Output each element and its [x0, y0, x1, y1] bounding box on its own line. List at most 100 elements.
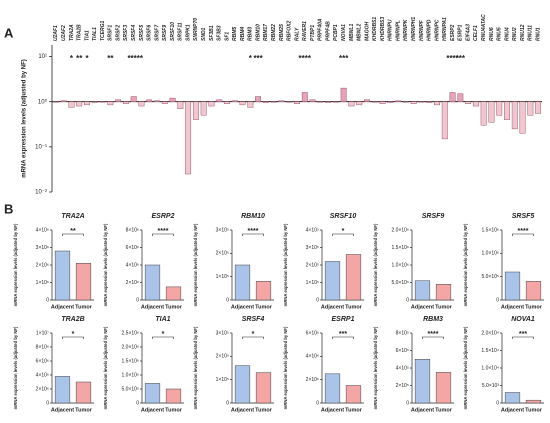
y-tick-label: 2.0×10⁴ — [481, 330, 499, 336]
y-tick-label: 4×10⁵ — [396, 365, 409, 371]
bar — [371, 101, 378, 103]
x-tick-label: RBM25 — [279, 24, 285, 41]
bar — [348, 101, 355, 107]
chart-title: ESRP1 — [332, 316, 355, 323]
bar — [91, 101, 98, 103]
y-tick-label: 0 — [316, 297, 319, 303]
significance: * — [72, 331, 75, 338]
significance-bracket — [422, 336, 444, 339]
bar — [434, 101, 440, 106]
y-tick-label: 3×10⁶ — [36, 245, 49, 251]
x-tick-label: PRPF4B — [325, 21, 331, 41]
x-tick-label: RNU4 — [504, 27, 510, 41]
significance: **** — [127, 54, 140, 63]
y-tick-label: 2.0×10⁶ — [392, 227, 410, 233]
significance-bracket — [242, 336, 264, 339]
y-tick-label: 1.0×10⁴ — [481, 365, 499, 371]
bar — [511, 101, 518, 130]
bar — [504, 101, 510, 120]
y-tick-label: 6×10⁶ — [36, 358, 49, 364]
significance: *** — [456, 54, 466, 63]
bar — [345, 385, 362, 404]
y-tick-label: 1.5×10⁶ — [122, 358, 140, 364]
x-tick-label: TRA2B — [77, 24, 83, 41]
x-tick-label: HNRNPH1 — [411, 17, 417, 41]
y-tick-label: 8×10⁶ — [126, 227, 139, 233]
x-tick-label: RBFOX2 — [287, 21, 293, 42]
y-tick-label: 1×10⁵ — [216, 274, 229, 280]
significance-bracket — [332, 336, 354, 339]
x-tick-label: Tumor — [165, 304, 183, 310]
significance: **** — [299, 54, 312, 63]
bar — [402, 101, 409, 103]
y-tick-label: 1.0×10⁶ — [482, 251, 500, 257]
x-tick-label: Tumor — [255, 407, 273, 413]
y-tick-label: 5.0×10⁵ — [391, 280, 409, 286]
chart-title: RBM3 — [423, 316, 443, 323]
y-tick-label: 2×10⁵ — [306, 262, 319, 268]
bar — [414, 359, 431, 404]
x-tick-label: Adjacent — [411, 304, 434, 310]
significance: * — [249, 54, 253, 63]
y-tick-label: 0 — [406, 400, 409, 406]
bar — [364, 99, 370, 102]
y-tick-label: 2×10⁵ — [216, 251, 229, 257]
y-tick-label: 1×10⁷ — [36, 330, 49, 336]
y-axis-title: mRNA expression levels (adjusted by NF) — [103, 326, 108, 409]
x-tick-label: RBM10 — [255, 24, 261, 41]
y-tick-label: 4×10⁶ — [36, 372, 49, 378]
x-tick-label: RNU12 — [520, 24, 526, 41]
x-tick-label: EIF4A3 — [465, 24, 471, 41]
bar — [165, 286, 182, 301]
significance: * — [140, 54, 144, 63]
significance-bracket — [242, 233, 264, 236]
bar — [76, 101, 83, 107]
x-tick-label: RBM4 — [240, 27, 246, 41]
bar — [200, 101, 207, 116]
y-tick-label: 2.5×10⁶ — [122, 330, 140, 336]
x-tick-label: SRSF6 — [147, 25, 153, 41]
bar — [239, 101, 246, 106]
significance: *** — [339, 54, 349, 63]
bar — [525, 281, 542, 301]
x-tick-label: Adjacent — [51, 407, 74, 413]
bar — [255, 96, 262, 102]
chart-title: TRA2A — [61, 213, 84, 220]
bar — [418, 101, 425, 103]
x-tick-label: TRA2A — [69, 24, 75, 41]
bar — [122, 101, 129, 104]
bar — [317, 101, 324, 103]
x-tick-label: SRSF3 — [123, 25, 129, 41]
bar — [60, 100, 67, 102]
bar — [185, 101, 192, 175]
bar — [301, 92, 308, 102]
bar — [138, 101, 145, 107]
bar — [324, 261, 341, 301]
bar — [395, 100, 402, 102]
y-tick-label: 2×10⁶ — [126, 280, 139, 286]
bar — [146, 99, 153, 102]
y-tick-label: 3×10⁵ — [306, 245, 319, 251]
significance: *** — [339, 331, 347, 338]
bar — [345, 254, 362, 301]
y-axis-title: mRNA expression levels (adjusted by NF) — [13, 223, 18, 306]
bar — [504, 392, 521, 404]
y-tick-label: 10⁻¹ — [35, 144, 47, 150]
y-axis-title: mRNA expression levels (adjusted by NF) — [463, 223, 468, 306]
x-tick-label: MAGOH — [364, 21, 370, 41]
x-tick-label: PRPF40A — [318, 18, 324, 41]
significance: **** — [158, 228, 169, 235]
x-tick-label: RNU6 — [489, 27, 495, 41]
x-tick-label: Adjacent — [411, 407, 434, 413]
x-tick-label: KHDRBS1 — [372, 17, 378, 41]
bar — [255, 372, 272, 404]
y-tick-label: 1×10⁶ — [36, 280, 49, 286]
bar — [325, 101, 332, 103]
x-tick-label: RNU5 — [497, 27, 503, 41]
bar — [144, 264, 161, 301]
y-tick-label: 2×10⁵ — [396, 383, 409, 389]
chart-title: ESRP2 — [152, 213, 175, 220]
bar — [504, 271, 521, 301]
y-tick-label: 8×10⁵ — [396, 330, 409, 336]
bar — [234, 264, 251, 301]
